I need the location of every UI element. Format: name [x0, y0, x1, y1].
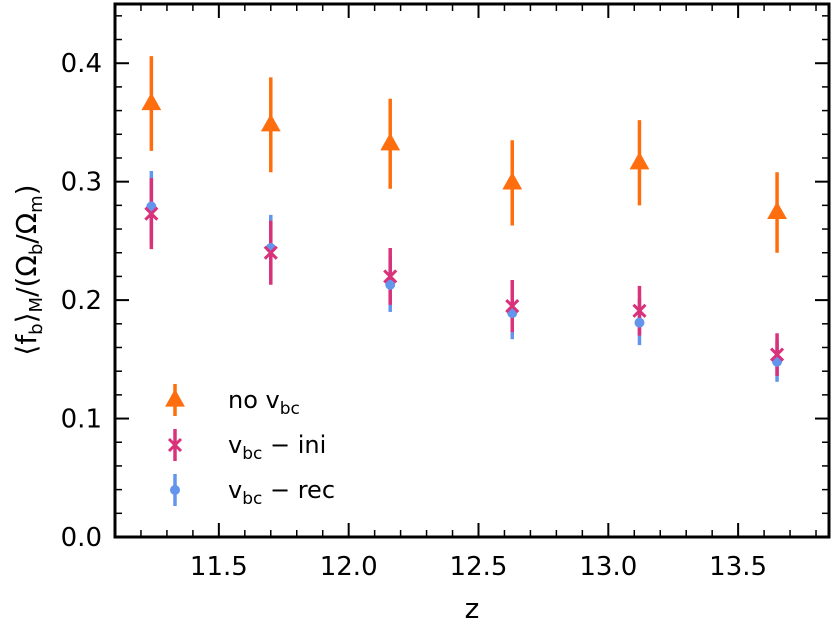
axis-ticks: [114, 4, 829, 538]
x-tick-labels: 11.5 12.0 12.5 13.0 13.5: [190, 552, 767, 582]
point-circle: [634, 317, 645, 328]
point-x: [263, 245, 278, 260]
legend-marker-stroke-b: [167, 437, 183, 453]
point-x-stroke-b: [770, 347, 785, 362]
point-x-stroke-b: [383, 269, 398, 284]
y-axis-title-sub-m2: m: [26, 195, 47, 213]
point-x: [632, 303, 647, 318]
point-x-stroke-b: [263, 245, 278, 260]
y-tick-label: 0.3: [61, 168, 102, 198]
y-tick-labels: 0.0 0.1 0.2 0.3 0.4: [61, 49, 102, 553]
legend-label-main: v: [228, 431, 242, 459]
x-tick-label: 12.0: [320, 552, 378, 582]
point-circle: [385, 279, 396, 290]
y-axis-title-slash: /Ω: [10, 213, 43, 244]
y-axis-title-close: ⟩: [10, 312, 43, 323]
legend-label-sub: bc: [242, 444, 262, 464]
legend-label: vbc − rec: [228, 476, 335, 509]
point-x-stroke-b: [505, 298, 520, 314]
legend-marker: [170, 485, 180, 495]
legend-label-sub: bc: [242, 489, 262, 509]
point-x: [144, 206, 159, 221]
legend-label: no vbc: [228, 386, 300, 419]
point-x-stroke-b: [632, 303, 647, 318]
y-axis-title: ⟨fb⟩M/(Ωb/Ωm): [10, 184, 47, 355]
x-tick-label: 13.5: [709, 552, 767, 582]
y-tick-label: 0.4: [61, 49, 102, 79]
legend-label-sub: bc: [280, 399, 300, 419]
legend-label-main: no v: [228, 386, 280, 414]
plot-frame: [113, 2, 831, 539]
legend-label-main: v: [228, 476, 242, 504]
y-tick-label: 0.1: [61, 405, 102, 435]
y-axis-title-sub-b2: b: [26, 244, 47, 255]
y-tick-label: 0.2: [61, 286, 102, 316]
legend-label-suffix: − ini: [262, 431, 326, 459]
point-triangle: [260, 113, 281, 132]
legend-marker: [165, 389, 185, 407]
x-tick-label: 12.5: [450, 552, 508, 582]
point-triangle: [380, 132, 401, 151]
legend-marker: [167, 437, 183, 453]
point-triangle: [767, 201, 787, 220]
svg-text:⟨fb⟩M/(Ωb/Ωm): ⟨fb⟩M/(Ωb/Ωm): [10, 184, 47, 355]
y-axis-title-frac: /(Ω: [10, 255, 43, 297]
point-x: [383, 269, 398, 284]
y-axis-title-end: ): [10, 184, 43, 195]
x-tick-label: 13.0: [579, 552, 637, 582]
point-triangle: [141, 92, 162, 111]
point-x-stroke-b: [144, 206, 159, 221]
data-marks: [141, 56, 787, 382]
y-axis-title-sub-m: M: [26, 297, 47, 313]
point-triangle: [629, 151, 650, 170]
y-axis-title-sub-b: b: [26, 323, 47, 334]
legend-label-suffix: − rec: [262, 476, 335, 504]
y-axis-title-open: ⟨f: [10, 334, 43, 356]
point-x: [505, 298, 520, 314]
point-x: [770, 347, 785, 362]
x-tick-label: 11.5: [190, 552, 248, 582]
legend-label: vbc − ini: [228, 431, 326, 464]
x-axis-title: z: [465, 592, 480, 625]
y-tick-label: 0.0: [61, 523, 102, 553]
point-triangle: [502, 171, 523, 190]
